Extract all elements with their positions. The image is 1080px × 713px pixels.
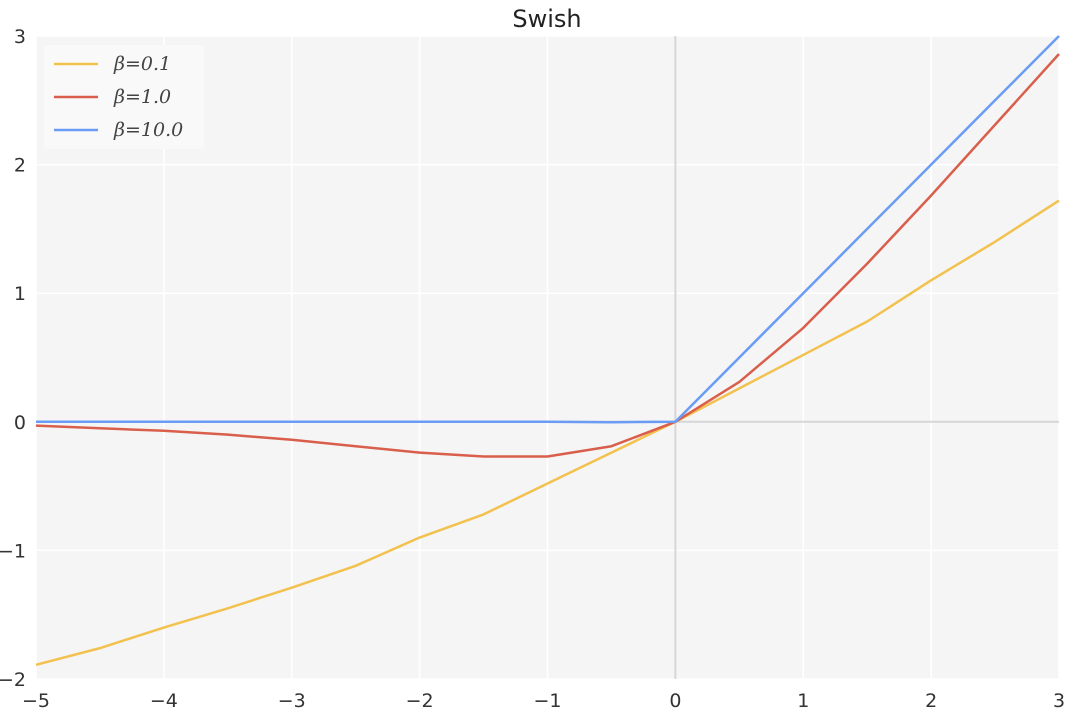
legend: β=0.1 β=1.0 β=10.0 xyxy=(44,45,204,149)
legend-label-2: β=10.0 xyxy=(113,119,183,141)
series-line-1 xyxy=(35,53,1060,458)
x-tick-label: 3 xyxy=(1053,690,1065,712)
y-tick-label: −1 xyxy=(0,540,26,562)
y-tick-label: 3 xyxy=(14,26,26,48)
legend-box xyxy=(44,45,204,149)
x-tick-label: −2 xyxy=(406,690,434,712)
legend-label-0: β=0.1 xyxy=(113,53,171,75)
y-tick-labels: −2 −1 0 1 2 3 xyxy=(0,26,26,691)
y-tick-label: 1 xyxy=(14,283,26,305)
legend-label-1: β=1.0 xyxy=(113,86,171,108)
chart-title: Swish xyxy=(512,5,581,33)
x-tick-label: −4 xyxy=(150,690,178,712)
series-line-0 xyxy=(35,199,1060,667)
series-line-2 xyxy=(36,35,1060,424)
x-tick-label: −3 xyxy=(278,690,306,712)
x-tick-labels: −5 −4 −3 −2 −1 0 1 2 3 xyxy=(22,690,1065,712)
grid xyxy=(35,35,1060,680)
x-tick-label: 2 xyxy=(925,690,937,712)
x-tick-label: 0 xyxy=(669,690,681,712)
y-tick-label: 0 xyxy=(14,412,26,434)
y-tick-label: 2 xyxy=(14,155,26,177)
series-lines xyxy=(35,35,1060,667)
x-tick-label: −1 xyxy=(533,690,561,712)
x-tick-label: 1 xyxy=(797,690,809,712)
x-tick-label: −5 xyxy=(22,690,50,712)
y-tick-label: −2 xyxy=(0,669,26,691)
